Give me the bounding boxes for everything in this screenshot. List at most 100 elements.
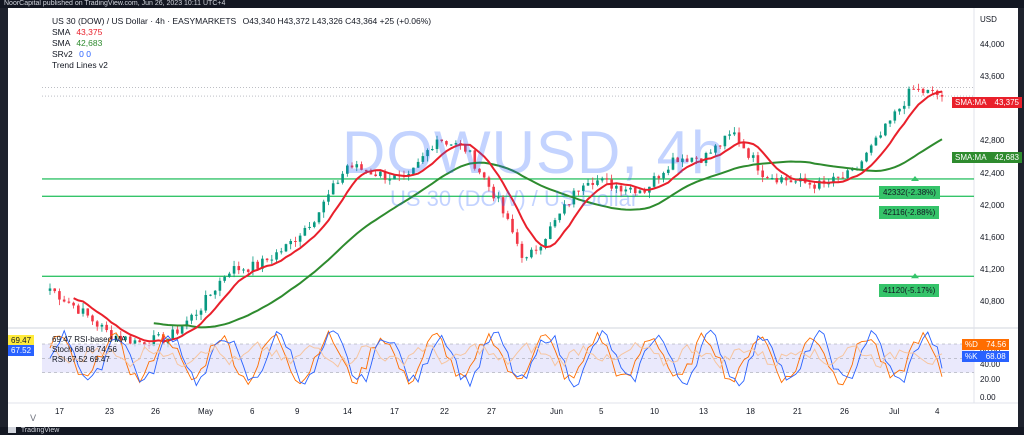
time-tick-label: 18 [746, 407, 755, 416]
candle-body [86, 308, 90, 316]
legend-trend-lines[interactable]: Trend Lines v2 [52, 60, 431, 71]
legend-ohlc: O43,340 H43,372 L43,326 C43,364 +25 (+0.… [242, 16, 432, 26]
candle-body [544, 238, 547, 247]
candle-body [100, 324, 104, 327]
time-tick-label: 27 [487, 407, 496, 416]
candle-body [902, 105, 906, 109]
candle-body [747, 148, 750, 158]
symbol-watermark: DOWUSD, 4h [342, 119, 726, 186]
support-label-1[interactable]: 42332(-2.38%) [879, 186, 940, 199]
candle-body [355, 164, 359, 168]
publisher-text: NoorCapital published on TradingView.com… [4, 0, 226, 7]
candle-body [213, 290, 217, 295]
candle-body [539, 246, 543, 251]
time-tick-label: 6 [250, 407, 255, 416]
candle-body [464, 144, 467, 152]
rsi-ma-line [49, 341, 943, 369]
published-bar: NoorCapital published on TradingView.com… [0, 0, 1024, 8]
stoch-d-value: 74.56 [986, 340, 1007, 349]
timezone-settings-icon[interactable]: ᐯ [30, 413, 37, 423]
rsi-ma-legend[interactable]: 69.47 RSI-based MA [52, 335, 127, 344]
time-tick-label: Jun [550, 407, 563, 416]
candle-body [275, 252, 278, 260]
candle-body [473, 150, 477, 169]
candle-body [445, 141, 448, 145]
candle-body [209, 294, 212, 296]
candle-body [294, 241, 297, 243]
candle-body [426, 150, 429, 157]
legend-sma-slow[interactable]: SMA 42,683 [52, 38, 431, 49]
candle-body [893, 111, 897, 121]
candle-body [48, 288, 52, 291]
candle-body [58, 291, 61, 300]
candle-body [733, 132, 736, 135]
chart-frame[interactable]: DOWUSD, 4h US 30 (DOW) / US Dollar US 30… [8, 8, 1022, 427]
legend-title[interactable]: US 30 (DOW) / US Dollar · 4h · EASYMARKE… [52, 16, 237, 26]
candle-body [289, 241, 292, 245]
candle-body [199, 310, 203, 315]
candle-body [308, 226, 311, 228]
candle-body [879, 135, 882, 138]
candle-body [780, 177, 783, 183]
support-arrow-icon [911, 175, 919, 181]
candle-body [237, 266, 241, 271]
stoch-k-label: %K [965, 352, 978, 361]
time-tick-label: 22 [440, 407, 449, 416]
srv2-values: 0 0 [79, 49, 91, 59]
candle-body [232, 266, 236, 274]
legend-srv2[interactable]: SRv2 0 0 [52, 49, 431, 60]
candle-body [327, 194, 330, 202]
candle-body [756, 155, 760, 171]
time-tick-label: 23 [105, 407, 114, 416]
candle-body [884, 123, 887, 136]
sma-slow-tag-label: SMA:MA [955, 153, 987, 162]
candle-body [204, 295, 208, 311]
stoch-legend[interactable]: Stoch 68.08 74.56 [52, 345, 117, 354]
candle-body [176, 329, 179, 334]
stoch-k-badge: %K 68.08 [962, 351, 1009, 362]
candle-body [662, 172, 665, 179]
currency-label[interactable]: USD [980, 15, 997, 24]
rsi-tick-label: 40.00 [980, 360, 1001, 370]
candle-body [789, 180, 793, 183]
price-tick-label: 41,600 [980, 232, 1005, 242]
candle-body [511, 218, 514, 233]
candle-body [157, 334, 160, 336]
candle-body [95, 321, 99, 327]
time-tick-label: 9 [295, 407, 300, 416]
support-label-3[interactable]: 41120(-5.17%) [879, 284, 940, 297]
candle-body [119, 335, 123, 341]
rsi-value-legend[interactable]: RSI 67.52 69.47 [52, 355, 110, 364]
support-label-2[interactable]: 42116(-2.88%) [879, 206, 940, 219]
candle-body [81, 308, 85, 314]
candle-body [619, 185, 623, 192]
sma-slow-tag-value: 42,683 [994, 153, 1019, 162]
price-tick-label: 44,000 [980, 40, 1005, 49]
tradingview-logo-icon [8, 427, 16, 434]
candle-body [761, 170, 764, 178]
candle-body [72, 302, 75, 306]
candle-body [615, 185, 618, 189]
rsi-legend: 69.47 RSI-based MA Stoch 68.08 74.56 RSI… [52, 335, 126, 365]
candle-body [633, 187, 637, 194]
candle-body [383, 171, 387, 180]
candle-body [454, 143, 458, 145]
candle-body [195, 314, 198, 316]
candle-body [218, 280, 222, 291]
candle-body [917, 88, 920, 90]
stoch-k-line [49, 329, 943, 388]
candle-body [742, 142, 746, 149]
candle-body [180, 326, 184, 334]
candle-body [497, 197, 500, 199]
candle-body [67, 301, 71, 303]
candle-body [430, 149, 434, 151]
candle-body [53, 288, 57, 292]
price-chart-canvas[interactable] [8, 8, 1018, 427]
price-tick-label: 42,400 [980, 168, 1005, 178]
candle-body [600, 178, 604, 181]
candle-body [567, 204, 571, 206]
candle-body [133, 340, 137, 344]
legend-sma-fast[interactable]: SMA 43,375 [52, 27, 431, 38]
candle-body [530, 249, 533, 258]
candle-body [190, 314, 193, 321]
